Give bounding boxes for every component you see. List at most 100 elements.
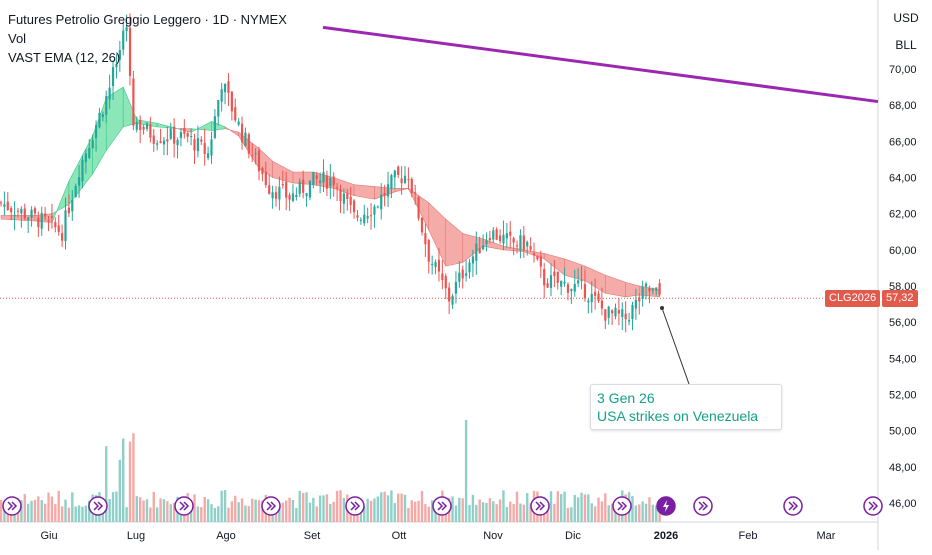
candle-body[interactable] bbox=[94, 125, 98, 139]
candle-body[interactable] bbox=[570, 288, 573, 292]
candle-body[interactable] bbox=[407, 179, 410, 181]
candle-body[interactable] bbox=[176, 139, 179, 146]
candle-body[interactable] bbox=[376, 206, 379, 208]
candle-body[interactable] bbox=[369, 215, 373, 217]
annotation-note[interactable]: 3 Gen 26 USA strikes on Venezuela bbox=[590, 384, 782, 430]
candle-body[interactable] bbox=[580, 279, 583, 282]
candle-body[interactable] bbox=[383, 193, 386, 196]
candle-body[interactable] bbox=[512, 238, 515, 243]
candle-body[interactable] bbox=[532, 253, 536, 256]
candle-body[interactable] bbox=[352, 200, 356, 213]
candle-body[interactable] bbox=[522, 235, 525, 251]
circled-double-arrow-icon[interactable] bbox=[863, 496, 883, 516]
trendline[interactable] bbox=[322, 25, 879, 104]
candle-body[interactable] bbox=[359, 219, 362, 221]
candle-body[interactable] bbox=[40, 212, 43, 229]
candle-body[interactable] bbox=[139, 119, 142, 130]
candle-body[interactable] bbox=[400, 178, 403, 184]
candle-body[interactable] bbox=[84, 153, 87, 163]
candle-body[interactable] bbox=[169, 128, 172, 139]
candle-body[interactable] bbox=[33, 208, 37, 214]
candle-body[interactable] bbox=[624, 313, 627, 320]
candle-body[interactable] bbox=[397, 166, 400, 175]
candle-body[interactable] bbox=[190, 136, 193, 138]
candle-body[interactable] bbox=[152, 135, 155, 144]
candle-body[interactable] bbox=[519, 235, 522, 251]
candle-body[interactable] bbox=[414, 192, 417, 194]
candle-body[interactable] bbox=[122, 30, 125, 50]
candle-body[interactable] bbox=[339, 189, 342, 201]
candle-body[interactable] bbox=[302, 179, 305, 193]
candle-body[interactable] bbox=[149, 124, 152, 138]
candle-body[interactable] bbox=[308, 180, 312, 198]
legend-symbol-title[interactable]: Futures Petrolio Greggio Leggero · 1D · … bbox=[8, 12, 287, 27]
circled-double-arrow-icon[interactable] bbox=[693, 496, 713, 516]
candle-body[interactable] bbox=[611, 310, 614, 314]
candle-body[interactable] bbox=[481, 245, 485, 250]
candle-body[interactable] bbox=[560, 280, 563, 287]
candle-body[interactable] bbox=[227, 81, 230, 93]
candle-body[interactable] bbox=[322, 172, 325, 183]
candle-body[interactable] bbox=[478, 247, 481, 254]
candle-body[interactable] bbox=[295, 194, 298, 198]
candle-body[interactable] bbox=[587, 300, 590, 303]
candle-body[interactable] bbox=[44, 213, 47, 217]
candle-body[interactable] bbox=[274, 192, 278, 199]
candle-body[interactable] bbox=[111, 67, 115, 86]
candle-body[interactable] bbox=[268, 185, 271, 194]
candle-body[interactable] bbox=[604, 309, 607, 321]
legend-volume-label[interactable]: Vol bbox=[8, 31, 27, 46]
candle-body[interactable] bbox=[648, 288, 651, 292]
candle-body[interactable] bbox=[132, 78, 135, 126]
candle-body[interactable] bbox=[498, 235, 502, 242]
candle-body[interactable] bbox=[644, 283, 648, 287]
candle-body[interactable] bbox=[57, 225, 60, 232]
candle-body[interactable] bbox=[47, 219, 50, 221]
circled-double-arrow-icon[interactable] bbox=[530, 496, 550, 516]
candle-body[interactable] bbox=[257, 150, 261, 172]
candle-body[interactable] bbox=[64, 210, 67, 242]
candle-body[interactable] bbox=[173, 126, 176, 144]
candle-body[interactable] bbox=[105, 96, 108, 115]
candle-body[interactable] bbox=[210, 139, 213, 156]
circled-double-arrow-icon[interactable] bbox=[345, 496, 365, 516]
candle-body[interactable] bbox=[444, 276, 447, 289]
circled-double-arrow-icon[interactable] bbox=[174, 496, 194, 516]
candle-body[interactable] bbox=[27, 217, 30, 220]
candle-body[interactable] bbox=[468, 262, 471, 273]
candle-body[interactable] bbox=[594, 291, 597, 296]
candle-body[interactable] bbox=[627, 320, 631, 322]
candle-body[interactable] bbox=[600, 300, 604, 309]
candle-body[interactable] bbox=[373, 206, 376, 215]
candle-body[interactable] bbox=[336, 187, 339, 189]
candle-body[interactable] bbox=[88, 148, 91, 158]
candle-body[interactable] bbox=[145, 123, 149, 130]
candle-body[interactable] bbox=[261, 168, 264, 175]
candle-body[interactable] bbox=[74, 186, 77, 198]
candle-body[interactable] bbox=[543, 269, 546, 286]
candle-body[interactable] bbox=[285, 181, 288, 198]
candle-body[interactable] bbox=[356, 215, 359, 218]
candle-body[interactable] bbox=[251, 155, 254, 157]
candle-body[interactable] bbox=[325, 175, 329, 189]
currency-label[interactable]: USD bbox=[893, 11, 919, 25]
candle-body[interactable] bbox=[437, 259, 441, 272]
candle-body[interactable] bbox=[77, 177, 81, 186]
candle-body[interactable] bbox=[417, 197, 420, 219]
candle-body[interactable] bbox=[529, 246, 532, 250]
circled-double-arrow-icon[interactable] bbox=[432, 496, 452, 516]
candle-body[interactable] bbox=[230, 91, 233, 112]
candle-body[interactable] bbox=[488, 238, 491, 240]
circled-double-arrow-icon[interactable] bbox=[612, 496, 632, 516]
candle-body[interactable] bbox=[492, 230, 495, 240]
candle-body[interactable] bbox=[13, 214, 16, 217]
candle-body[interactable] bbox=[264, 171, 267, 185]
candle-body[interactable] bbox=[655, 287, 658, 291]
candle-body[interactable] bbox=[193, 139, 196, 151]
candle-body[interactable] bbox=[156, 143, 159, 145]
legend-ema-label[interactable]: VAST EMA (12, 26) bbox=[8, 50, 121, 65]
candle-body[interactable] bbox=[20, 208, 23, 214]
candle-body[interactable] bbox=[441, 273, 444, 281]
candle-body[interactable] bbox=[465, 273, 468, 276]
candle-body[interactable] bbox=[206, 153, 210, 159]
